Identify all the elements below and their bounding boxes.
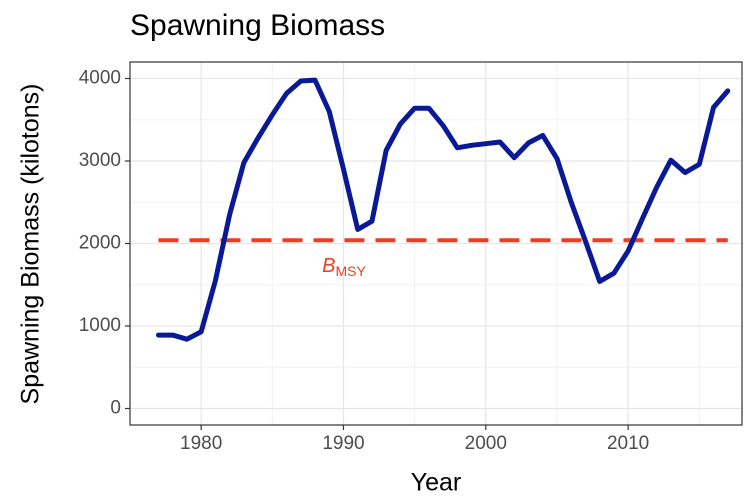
y-tick-label: 3000 bbox=[79, 150, 121, 171]
x-tick-label: 1990 bbox=[322, 433, 364, 454]
plot-border bbox=[129, 61, 743, 426]
y-tick-label: 1000 bbox=[79, 315, 121, 336]
x-tick-label: 2010 bbox=[607, 433, 649, 454]
x-tick-label: 2000 bbox=[465, 433, 507, 454]
reference-label-subscript: MSY bbox=[335, 263, 366, 279]
chart-title: Spawning Biomass bbox=[130, 9, 385, 42]
y-tick-label: 4000 bbox=[79, 68, 121, 89]
reference-label: BMSY bbox=[322, 255, 366, 278]
y-tick-label: 0 bbox=[110, 398, 121, 419]
y-axis-label: Spawning Biomass (kilotons) bbox=[17, 84, 45, 405]
x-axis-label: Year bbox=[411, 469, 462, 497]
data-line bbox=[155, 77, 731, 342]
x-tick-label: 1980 bbox=[180, 433, 222, 454]
reference-label-main: B bbox=[322, 255, 335, 277]
y-tick-label: 2000 bbox=[79, 233, 121, 254]
